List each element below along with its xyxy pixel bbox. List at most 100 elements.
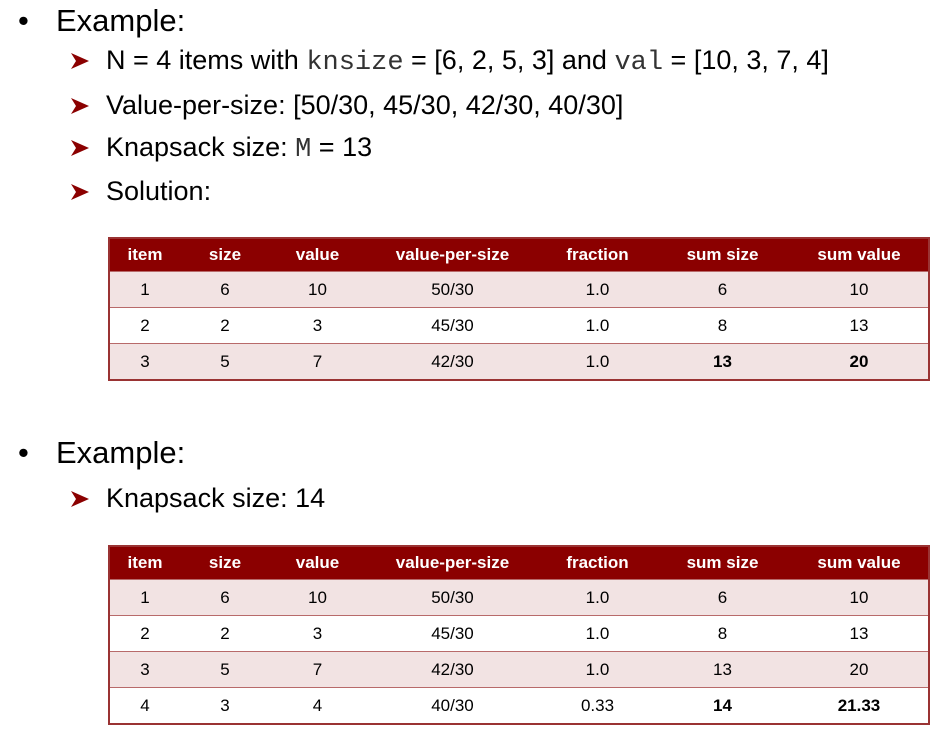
example1-item-ks: Knapsack size: M = 13 xyxy=(70,134,372,164)
col-header: sum size xyxy=(655,546,790,580)
table-cell: 20 xyxy=(790,651,929,688)
arrow-right-icon xyxy=(70,92,106,119)
table-cell: 6 xyxy=(180,579,270,616)
table-cell: 42/30 xyxy=(365,651,540,688)
table-cell: 13 xyxy=(790,307,929,344)
arrow-right-icon xyxy=(70,178,106,205)
table-cell: 13 xyxy=(790,615,929,652)
col-header: sum value xyxy=(790,546,929,580)
table-cell: 1.0 xyxy=(540,271,655,308)
knapsack-size-value: = 13 xyxy=(311,132,373,162)
table-cell-total: 13 xyxy=(655,343,790,380)
bullet-dot-icon: • xyxy=(18,3,29,38)
table-row: 2 2 3 45/30 1.0 8 13 xyxy=(109,615,929,652)
table-row: 2 2 3 45/30 1.0 8 13 xyxy=(109,307,929,344)
table-cell-total: 14 xyxy=(655,687,790,724)
table-cell: 3 xyxy=(270,307,365,344)
table-cell: 1.0 xyxy=(540,307,655,344)
col-header: item xyxy=(109,238,180,272)
col-header: sum size xyxy=(655,238,790,272)
col-header: value xyxy=(270,546,365,580)
table-cell: 3 xyxy=(270,615,365,652)
example2-heading: Example: xyxy=(56,435,186,470)
example1-heading: Example: xyxy=(56,3,186,38)
table-row: 4 3 4 40/30 0.33 14 21.33 xyxy=(109,687,929,724)
table-header-row: item size value value-per-size fraction … xyxy=(109,546,929,580)
table-cell: 3 xyxy=(109,343,180,380)
item-n-prefix: N = 4 items with xyxy=(106,45,307,75)
table-row: 1 6 10 50/30 1.0 6 10 xyxy=(109,579,929,616)
table-cell: 6 xyxy=(180,271,270,308)
table-cell: 2 xyxy=(180,615,270,652)
knapsack-size-var: M xyxy=(295,135,312,165)
table-cell: 5 xyxy=(180,343,270,380)
table-cell: 3 xyxy=(109,651,180,688)
table-cell: 7 xyxy=(270,343,365,380)
table-cell: 6 xyxy=(655,579,790,616)
col-header: value xyxy=(270,238,365,272)
table-header-row: item size value value-per-size fraction … xyxy=(109,238,929,272)
table-cell: 0.33 xyxy=(540,687,655,724)
example2-item-ks: Knapsack size: 14 xyxy=(70,485,325,512)
table-cell: 4 xyxy=(270,687,365,724)
table-cell: 40/30 xyxy=(365,687,540,724)
table-cell: 1.0 xyxy=(540,579,655,616)
arrow-right-icon xyxy=(70,47,106,74)
table-cell: 10 xyxy=(270,271,365,308)
table-cell: 45/30 xyxy=(365,307,540,344)
table-cell: 50/30 xyxy=(365,579,540,616)
arrow-right-icon xyxy=(70,134,106,161)
knsize-var: knsize xyxy=(306,48,404,78)
table-cell: 10 xyxy=(790,579,929,616)
knapsack-size-text: Knapsack size: 14 xyxy=(106,483,326,513)
value-per-size-text: Value-per-size: [50/30, 45/30, 42/30, 40… xyxy=(106,90,624,120)
table-cell: 8 xyxy=(655,615,790,652)
table-cell: 10 xyxy=(270,579,365,616)
table-cell: 1 xyxy=(109,579,180,616)
example1-item-solution: Solution: xyxy=(70,178,211,205)
col-header: item xyxy=(109,546,180,580)
table-row: 3 5 7 42/30 1.0 13 20 xyxy=(109,651,929,688)
table-cell: 1.0 xyxy=(540,615,655,652)
col-header: value-per-size xyxy=(365,546,540,580)
solution-table-2: item size value value-per-size fraction … xyxy=(108,545,930,725)
table-cell: 1 xyxy=(109,271,180,308)
table-cell: 1.0 xyxy=(540,651,655,688)
table-cell-total: 21.33 xyxy=(790,687,929,724)
table-cell: 42/30 xyxy=(365,343,540,380)
table-cell: 8 xyxy=(655,307,790,344)
table-cell: 10 xyxy=(790,271,929,308)
solution-table-1: item size value value-per-size fraction … xyxy=(108,237,930,381)
table-cell: 50/30 xyxy=(365,271,540,308)
knsize-value: = [6, 2, 5, 3] and xyxy=(403,45,615,75)
example1-item-n: N = 4 items with knsize = [6, 2, 5, 3] a… xyxy=(70,47,829,77)
table-cell: 45/30 xyxy=(365,615,540,652)
col-header: sum value xyxy=(790,238,929,272)
solution-label: Solution: xyxy=(106,176,212,206)
col-header: fraction xyxy=(540,546,655,580)
table-cell: 2 xyxy=(109,615,180,652)
example1-heading-line: • Example: xyxy=(18,5,185,36)
table-cell-total: 20 xyxy=(790,343,929,380)
example2-heading-line: • Example: xyxy=(18,437,185,468)
col-header: fraction xyxy=(540,238,655,272)
col-header: value-per-size xyxy=(365,238,540,272)
table-cell: 3 xyxy=(180,687,270,724)
knapsack-size-prefix: Knapsack size: xyxy=(106,132,296,162)
table-cell: 2 xyxy=(109,307,180,344)
table-cell: 7 xyxy=(270,651,365,688)
table-cell: 1.0 xyxy=(540,343,655,380)
val-value: = [10, 3, 7, 4] xyxy=(663,45,829,75)
table-cell: 6 xyxy=(655,271,790,308)
arrow-right-icon xyxy=(70,485,106,512)
val-var: val xyxy=(614,48,664,78)
table-row: 3 5 7 42/30 1.0 13 20 xyxy=(109,343,929,380)
col-header: size xyxy=(180,238,270,272)
table-cell: 13 xyxy=(655,651,790,688)
table-cell: 5 xyxy=(180,651,270,688)
example1-item-vps: Value-per-size: [50/30, 45/30, 42/30, 40… xyxy=(70,92,623,119)
table-cell: 4 xyxy=(109,687,180,724)
table-cell: 2 xyxy=(180,307,270,344)
col-header: size xyxy=(180,546,270,580)
table-row: 1 6 10 50/30 1.0 6 10 xyxy=(109,271,929,308)
